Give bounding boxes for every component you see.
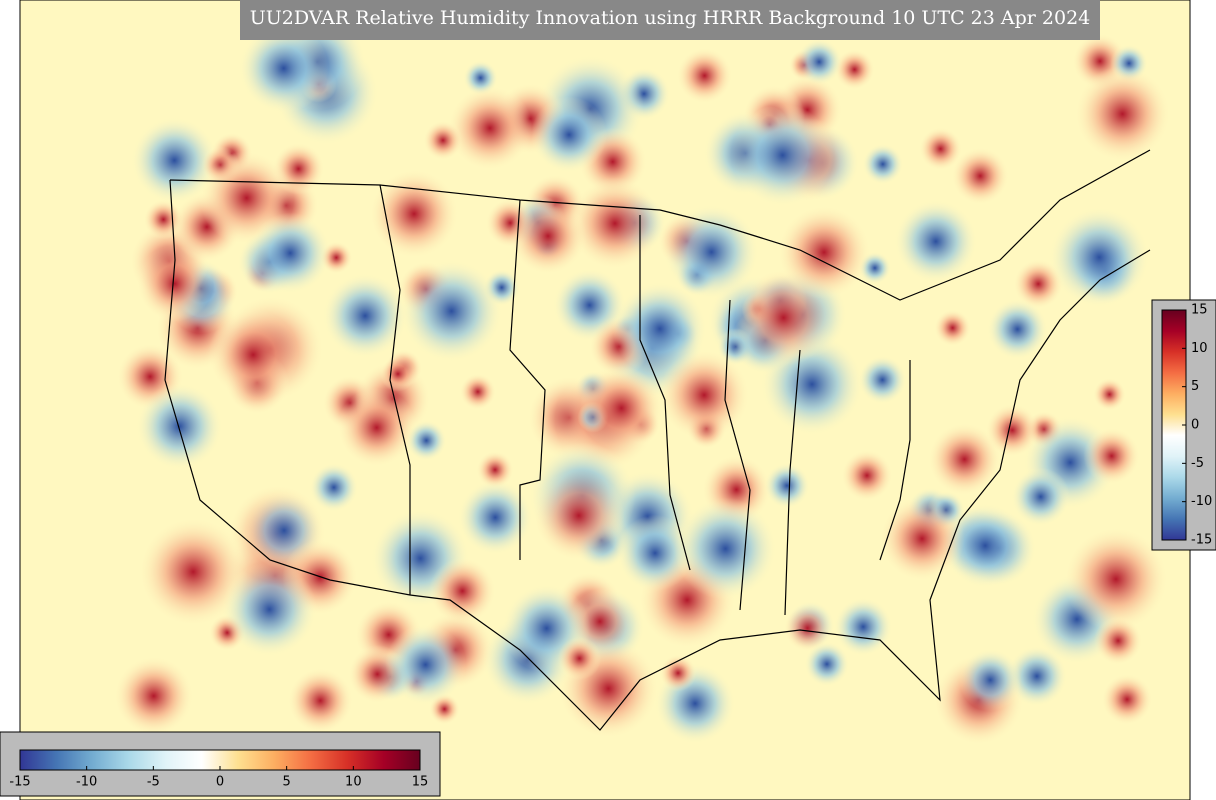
humidity-blob <box>841 449 893 502</box>
humidity-blob <box>238 23 329 114</box>
humidity-blob <box>612 281 707 376</box>
humidity-blob <box>927 422 1002 496</box>
colorbar-ticks: -15 -15 -10 -10 -5 -5 0 0 5 5 10 10 15 15 <box>9 303 1212 790</box>
humidity-blob <box>1093 377 1126 411</box>
humidity-blob <box>138 517 248 627</box>
humidity-blob <box>509 197 587 275</box>
humidity-blob <box>113 656 194 736</box>
humidity-blob <box>380 356 416 392</box>
humidity-blob <box>322 273 408 359</box>
humidity-blob <box>406 420 447 461</box>
humidity-blob <box>783 604 832 652</box>
tick-label: -10 <box>76 775 97 790</box>
humidity-blob <box>858 355 907 405</box>
humidity-blob <box>674 497 777 600</box>
boundaries <box>164 149 1151 731</box>
humidity-blob <box>1074 65 1171 162</box>
humidity-blob <box>1011 467 1070 527</box>
humidity-blob <box>568 177 662 270</box>
humidity-blob <box>1063 526 1169 632</box>
humidity-blob <box>664 204 759 300</box>
humidity-blob <box>1013 258 1064 309</box>
state-lines <box>379 184 911 616</box>
humidity-blob <box>676 47 733 104</box>
humidity-blob <box>579 366 664 451</box>
humidity-field <box>113 13 1171 746</box>
humidity-blob <box>942 503 1028 589</box>
humidity-blob <box>385 624 467 706</box>
humidity-blob <box>530 96 608 173</box>
humidity-blob <box>428 557 496 625</box>
humidity-blob <box>918 127 963 171</box>
humidity-blob <box>777 205 871 300</box>
humidity-blob <box>423 120 463 161</box>
tick-label: 10 <box>1191 341 1208 356</box>
humidity-blob <box>1093 616 1143 665</box>
border-north <box>169 149 1151 301</box>
tick-label: 15 <box>412 775 429 790</box>
humidity-blob <box>337 388 417 468</box>
tick-label: -15 <box>9 775 30 790</box>
humidity-blob <box>1083 427 1141 485</box>
humidity-blob <box>309 463 359 512</box>
humidity-blob <box>894 199 978 283</box>
humidity-blob <box>985 403 1039 457</box>
tick-label: 5 <box>283 775 291 790</box>
humidity-blob <box>476 451 514 489</box>
tick-label: 10 <box>345 775 362 790</box>
humidity-blob <box>459 373 496 410</box>
humidity-blob <box>457 480 533 555</box>
humidity-blob <box>959 648 1022 712</box>
tick-label: 5 <box>1191 379 1199 394</box>
humidity-blob <box>447 85 533 171</box>
humidity-blob <box>400 259 503 363</box>
humidity-blob <box>987 298 1048 360</box>
humidity-blob <box>731 103 835 207</box>
map-title: UU2DVAR Relative Humidity Innovation usi… <box>250 7 1091 29</box>
tick-label: 0 <box>1191 418 1199 433</box>
humidity-blob <box>533 469 625 562</box>
humidity-blob <box>207 309 299 401</box>
humidity-blob <box>659 654 697 692</box>
humidity-blob <box>222 562 317 657</box>
humidity-blob <box>834 49 875 90</box>
tick-label: 0 <box>216 775 224 790</box>
humidity-blob <box>796 38 843 86</box>
humidity-blob <box>131 117 218 204</box>
humidity-blob <box>764 462 810 509</box>
tick-label: -5 <box>147 775 160 790</box>
humidity-blob <box>1101 673 1153 725</box>
humidity-blob <box>136 245 213 322</box>
humidity-blob <box>862 143 904 185</box>
humidity-blob <box>136 383 223 470</box>
humidity-blob <box>804 641 850 687</box>
humidity-blob <box>616 514 694 592</box>
humidity-blob <box>951 147 1009 205</box>
humidity-blob <box>369 169 459 259</box>
humidity-blob <box>249 212 331 294</box>
tick-label: -15 <box>1191 533 1212 548</box>
humidity-blob <box>834 597 893 657</box>
coastline <box>164 179 1151 731</box>
tick-label: 15 <box>1191 303 1208 318</box>
humidity-blob <box>1048 207 1150 308</box>
humidity-blob <box>879 496 965 582</box>
humidity-blob <box>934 309 972 347</box>
tick-label: -5 <box>1191 456 1204 471</box>
tick-label: -10 <box>1191 494 1212 509</box>
title-box <box>240 0 1100 40</box>
humidity-blob <box>557 636 602 681</box>
humidity-blob <box>287 667 354 734</box>
